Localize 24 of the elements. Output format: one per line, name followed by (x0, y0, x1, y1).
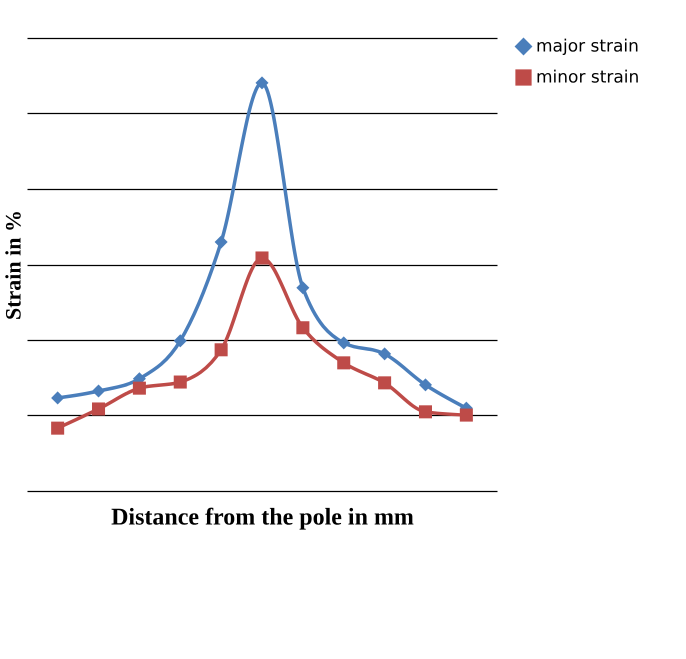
x-axis-title: Distance from the pole in mm (111, 504, 414, 530)
point (51, 422, 64, 435)
point (418, 378, 432, 392)
point (214, 236, 228, 249)
point (337, 336, 350, 350)
point (51, 391, 64, 404)
point (174, 334, 187, 348)
point (174, 376, 187, 389)
point (92, 384, 106, 398)
point (460, 408, 473, 422)
point (337, 356, 350, 370)
point (418, 405, 432, 418)
y-axis-title: Strain in % (0, 210, 26, 320)
point (378, 376, 392, 390)
point (255, 76, 269, 90)
point (296, 281, 310, 294)
point (214, 343, 228, 356)
legend-label: major strain (536, 36, 639, 56)
point (255, 251, 269, 264)
legend-label: minor strain (536, 68, 640, 88)
point (296, 321, 310, 334)
point (92, 402, 106, 416)
point (132, 382, 146, 395)
point (378, 347, 392, 360)
